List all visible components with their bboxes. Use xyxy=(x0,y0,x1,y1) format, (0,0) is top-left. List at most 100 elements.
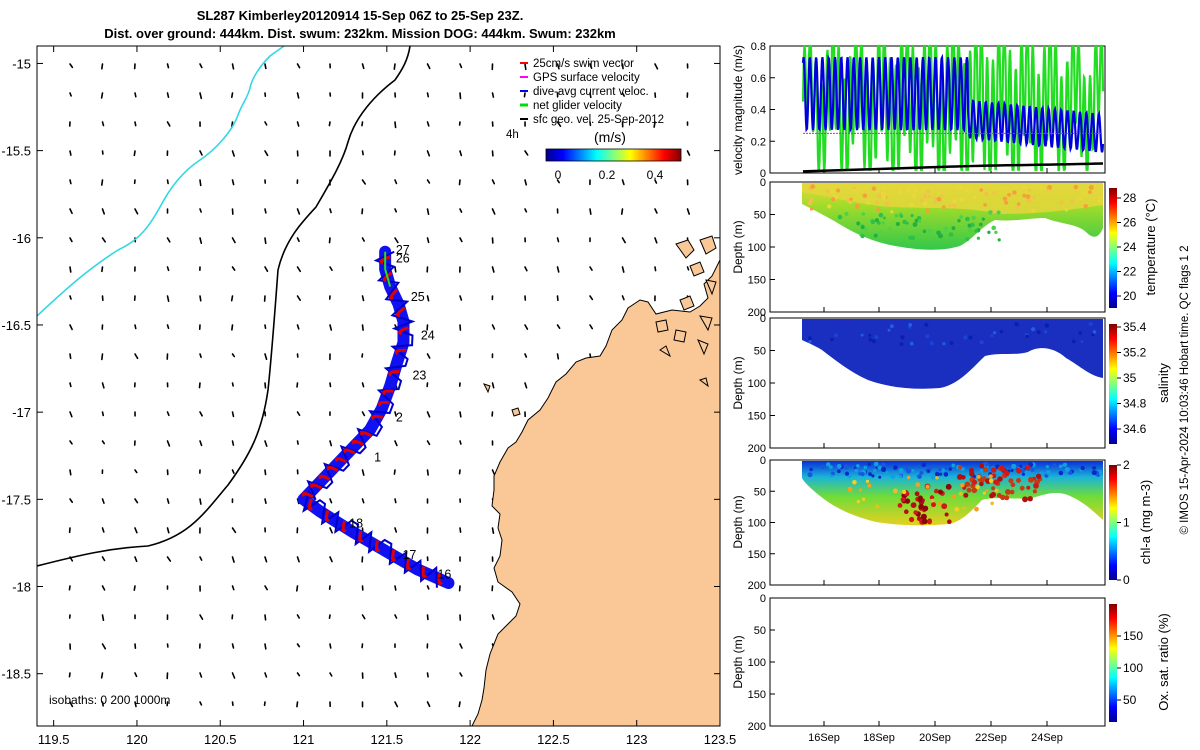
y-tick-label: 0.4 xyxy=(751,105,766,117)
velocity-arrow xyxy=(231,527,237,534)
velocity-arrow xyxy=(166,63,170,69)
sample-dot xyxy=(861,212,866,216)
sample-dot xyxy=(1026,485,1031,490)
sample-dot xyxy=(931,502,936,508)
velocity-arrow xyxy=(69,411,73,418)
sample-dot xyxy=(1032,196,1036,200)
sample-dot xyxy=(810,184,816,190)
velocity-arrow xyxy=(556,266,560,273)
salinity-clabel: salinity xyxy=(1156,363,1171,403)
sample-dot xyxy=(968,228,973,233)
sample-dot xyxy=(910,502,917,508)
sample-dot xyxy=(941,503,948,510)
velocity-arrow xyxy=(524,208,528,213)
sample-dot xyxy=(865,479,870,483)
velocity-arrow xyxy=(491,527,495,534)
y-tick-label: 0.8 xyxy=(751,41,766,53)
sample-dot xyxy=(948,232,954,238)
y-tick-label: -16.5 xyxy=(1,318,31,333)
sample-dot xyxy=(844,211,849,216)
velocity-arrow xyxy=(524,353,528,358)
colorbar-tick-label: 20 xyxy=(1123,289,1137,303)
velocity-arrow xyxy=(654,208,658,214)
velocity-arrow xyxy=(361,324,364,331)
velocity-arrow xyxy=(264,672,268,678)
y-tick-label: 100 xyxy=(748,242,766,254)
velocity-arrow xyxy=(264,614,267,621)
time-tick-label: 16Sep xyxy=(808,732,840,744)
sample-dot xyxy=(951,463,956,468)
sample-dot xyxy=(1052,463,1057,468)
velocity-arrow xyxy=(393,63,396,70)
day-label: 25 xyxy=(411,290,425,304)
velocity-arrow xyxy=(491,208,496,215)
swim-vector xyxy=(335,457,347,464)
sample-dot xyxy=(938,467,942,472)
sample-dot xyxy=(957,185,963,191)
sample-dot xyxy=(958,465,963,470)
sample-dot xyxy=(1025,191,1029,195)
sample-dot xyxy=(969,468,974,473)
velocity-arrow xyxy=(134,324,137,330)
sample-dot xyxy=(1080,340,1084,344)
sample-dot xyxy=(987,230,991,234)
velocity-arrow xyxy=(101,585,106,591)
sample-dot xyxy=(836,463,842,469)
velocity-arrow xyxy=(231,469,235,475)
velocity-arrow xyxy=(264,556,268,563)
sample-dot xyxy=(933,196,938,201)
sample-dot xyxy=(1026,198,1032,204)
velocity-arrow xyxy=(199,614,204,620)
sample-dot xyxy=(951,494,957,499)
velocity-arrow xyxy=(231,556,235,563)
colorbar-tick: 0.2 xyxy=(599,168,616,182)
sample-dot xyxy=(916,216,922,221)
velocity-arrow xyxy=(361,614,366,620)
sample-dot xyxy=(922,229,927,234)
salinity-samples xyxy=(807,321,1097,346)
sample-dot xyxy=(968,335,973,340)
day-label: 23 xyxy=(412,369,426,383)
velocity-arrow xyxy=(394,701,399,708)
sample-dot xyxy=(925,484,930,489)
velocity-arrow xyxy=(459,643,463,649)
velocity-arrow xyxy=(621,63,624,70)
swim-vector xyxy=(391,549,397,562)
sample-dot xyxy=(979,463,985,469)
velocity-arrow xyxy=(296,63,301,69)
velocity-arrow xyxy=(101,63,104,70)
velocity-arrow xyxy=(426,121,430,127)
velocity-arrow xyxy=(361,208,364,215)
sample-dot xyxy=(860,333,864,337)
sample-dot xyxy=(905,221,909,225)
colorbar-units: (m/s) xyxy=(594,129,626,145)
temperature-panel: Depth (m) temperature (°C) xyxy=(731,181,1158,313)
x-tick-label: 119.5 xyxy=(38,732,70,747)
velocity-arrow xyxy=(329,556,333,563)
series-sfc-geo-velocity xyxy=(802,162,1104,173)
velocity-arrow xyxy=(101,498,105,504)
sample-dot xyxy=(870,219,876,225)
sample-dot xyxy=(809,207,814,211)
sample-dot xyxy=(852,480,857,485)
swim-vector xyxy=(394,348,407,356)
velocity-arrow xyxy=(264,498,267,504)
sample-dot xyxy=(945,483,952,490)
sample-dot xyxy=(1016,477,1021,483)
velocity-arrow xyxy=(68,672,71,678)
velocity-arrow xyxy=(394,585,397,591)
colorbar-tick-label: 35 xyxy=(1123,371,1137,385)
sample-dot xyxy=(992,331,997,335)
sample-dot xyxy=(881,221,885,225)
y-tick-label: 200 xyxy=(748,580,766,592)
x-tick-label: 122.5 xyxy=(537,732,570,747)
velocity-panel: 0 0.2 0.4 0.6 0.8 velocity magnitude (m/s) xyxy=(731,41,1106,180)
swim-vector xyxy=(318,474,331,481)
colorbar-tick-label: 1 xyxy=(1123,516,1130,530)
temperature-colorbar xyxy=(1109,188,1117,308)
velocity-arrow xyxy=(101,614,105,622)
velocity-arrow xyxy=(231,672,236,679)
sample-dot xyxy=(919,471,924,475)
velocity-arrow xyxy=(69,498,74,504)
sample-dot xyxy=(907,475,911,480)
